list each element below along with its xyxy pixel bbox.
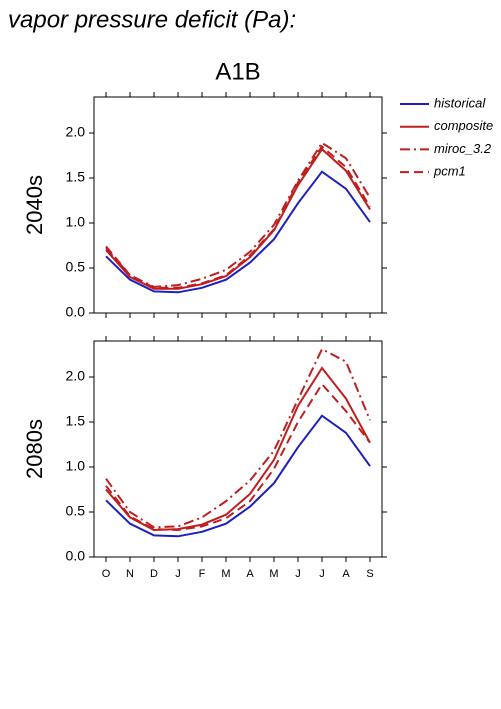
plot-frame [93, 340, 383, 558]
series-line [105, 170, 371, 294]
y-tick-label: 2.0 [66, 368, 86, 384]
legend-label: composite [434, 118, 493, 133]
y-tick-label: 1.0 [66, 214, 86, 230]
y-tick-label: 0.0 [66, 304, 86, 320]
y-axis-label: 2040s [22, 175, 47, 235]
x-tick-label: M [221, 568, 230, 580]
x-tick-label: J [319, 568, 325, 580]
series-line [105, 347, 371, 529]
legend-label: historical [434, 95, 486, 110]
series-line [105, 141, 371, 288]
plot-frame [93, 96, 383, 314]
y-tick-label: 0.0 [66, 548, 86, 564]
x-tick-label: S [366, 568, 373, 580]
y-axis-label: 2080s [22, 419, 47, 479]
x-tick-label: M [269, 568, 278, 580]
x-tick-label: D [150, 568, 158, 580]
series-line [105, 414, 371, 538]
y-tick-label: 1.0 [66, 458, 86, 474]
series-line [105, 145, 371, 289]
y-tick-label: 1.5 [66, 169, 86, 185]
series-line [105, 366, 371, 532]
x-tick-label: N [126, 568, 134, 580]
x-tick-label: A [342, 568, 350, 580]
y-tick-label: 2.0 [66, 124, 86, 140]
y-tick-label: 1.5 [66, 413, 86, 429]
page-title: vapor pressure deficit (Pa): [8, 6, 296, 33]
x-tick-label: F [199, 568, 206, 580]
y-tick-label: 0.5 [66, 503, 86, 519]
y-tick-label: 0.5 [66, 259, 86, 275]
series-line [105, 382, 371, 532]
x-tick-label: O [102, 568, 111, 580]
legend-label: miroc_3.2 [434, 141, 492, 156]
x-tick-label: A [246, 568, 254, 580]
legend-label: pcm1 [433, 164, 466, 179]
series-line [105, 147, 371, 290]
x-tick-label: J [295, 568, 301, 580]
scenario-title: A1B [215, 58, 260, 85]
x-tick-label: J [175, 568, 181, 580]
